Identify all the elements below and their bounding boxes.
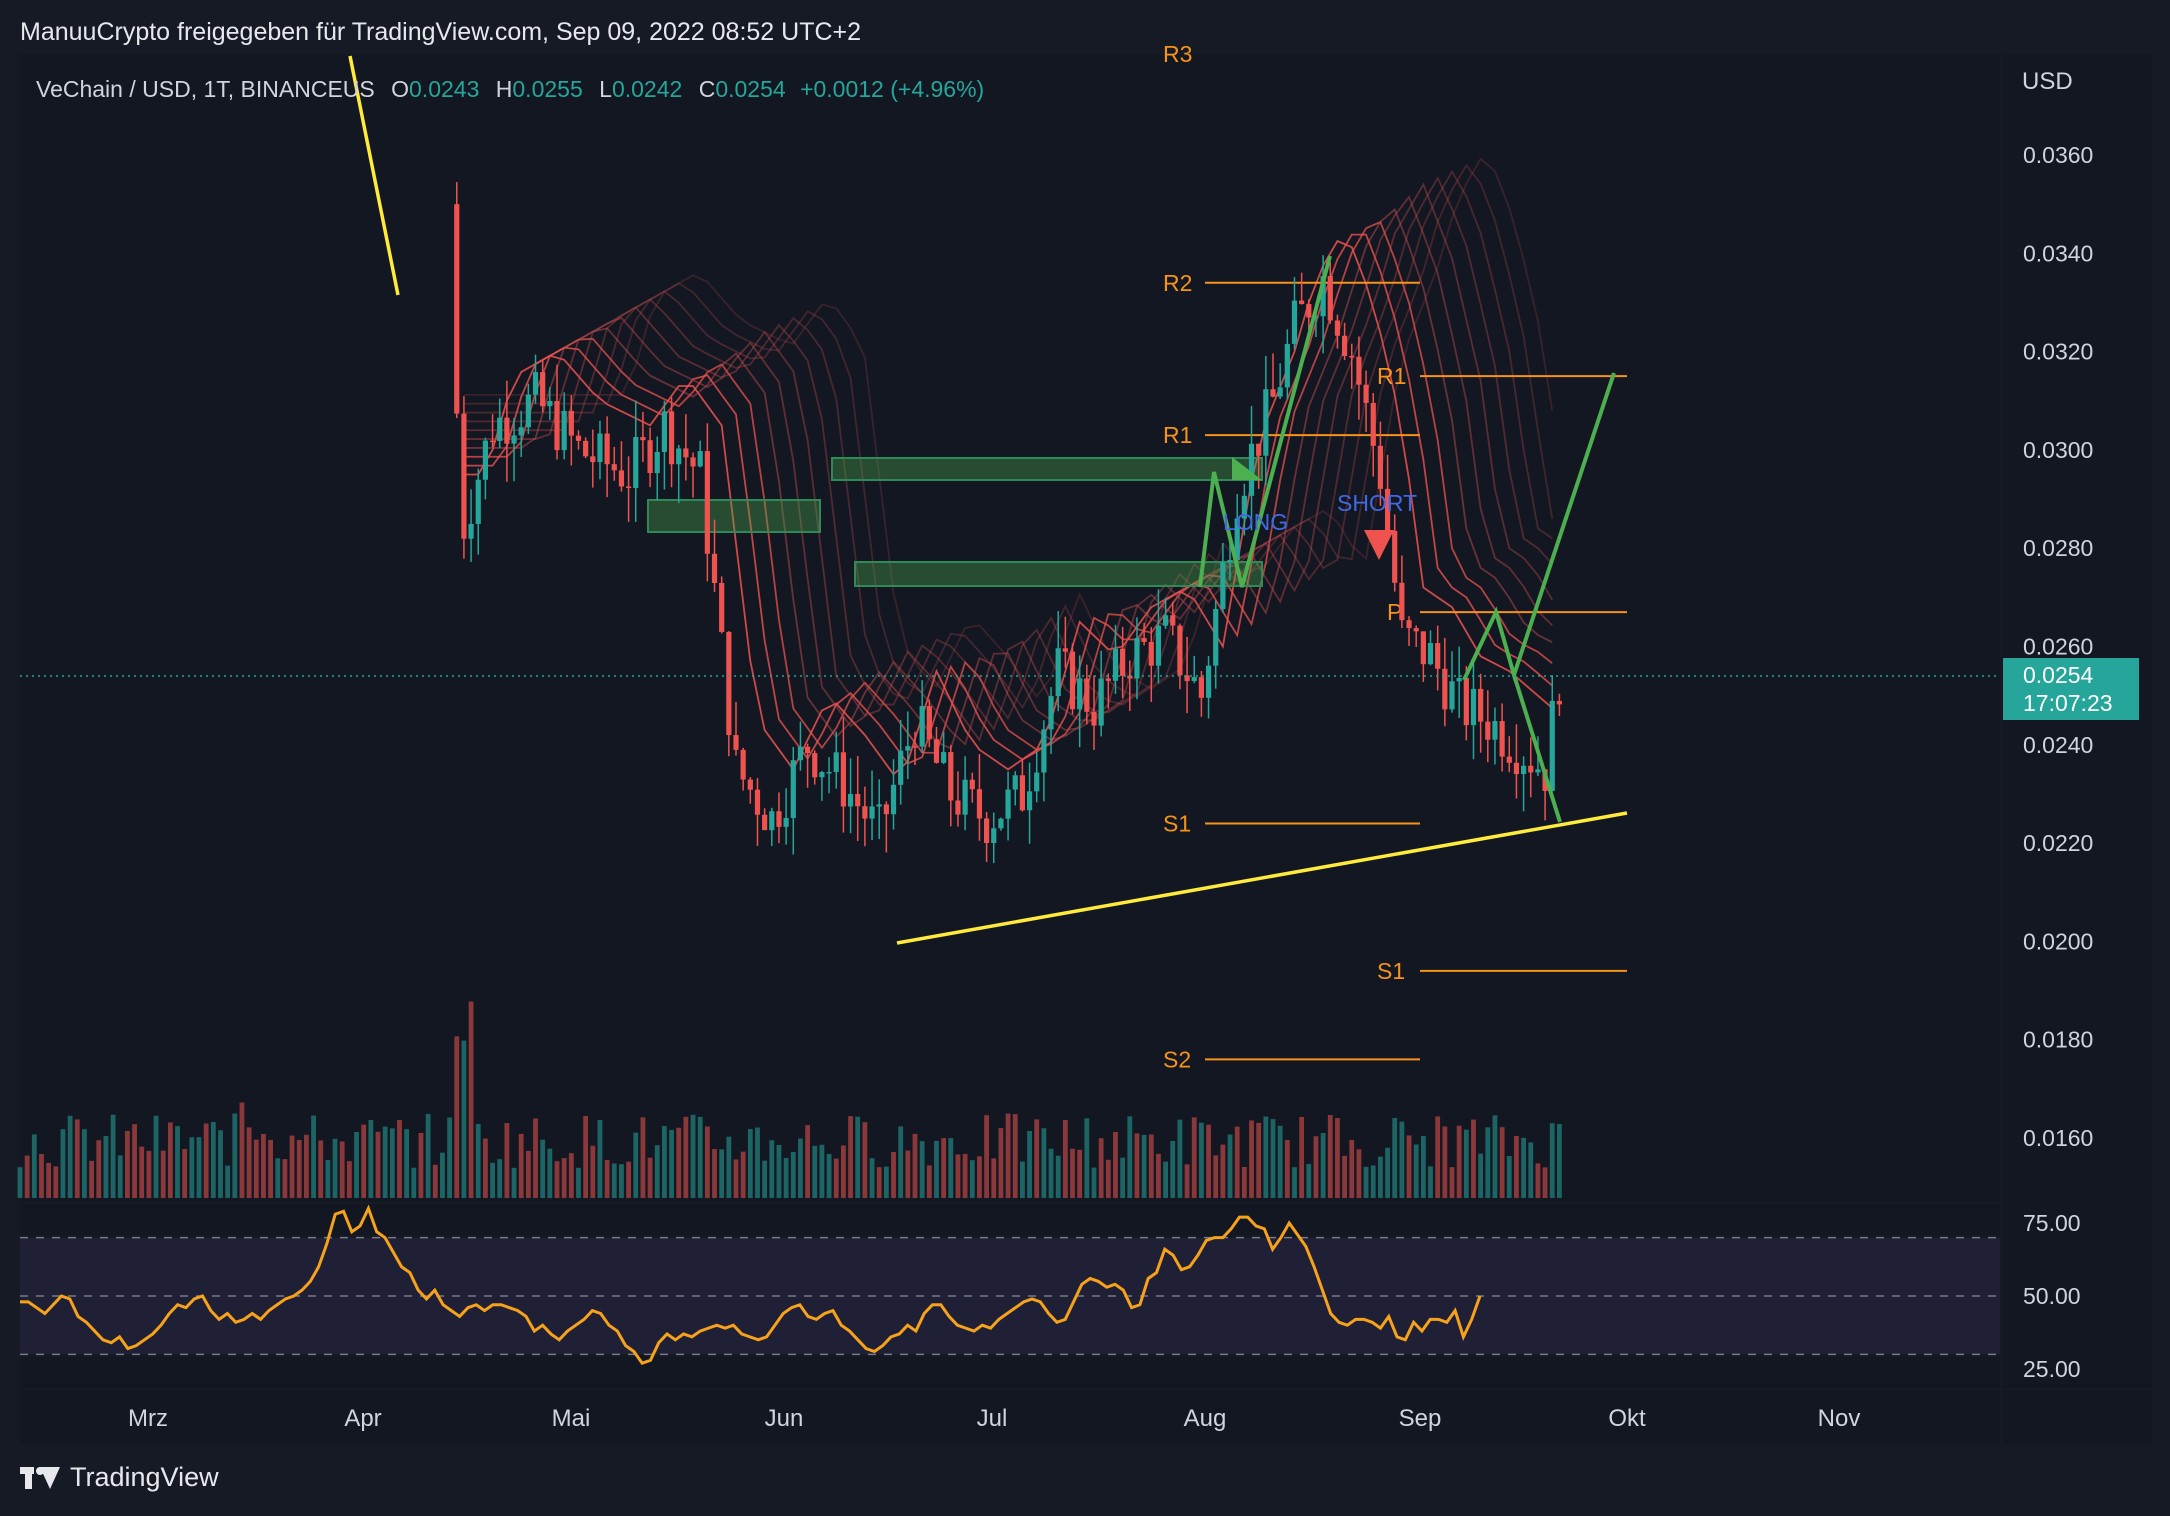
axis-corner xyxy=(2002,1390,2152,1444)
price-axis-currency: USD xyxy=(2022,68,2073,95)
chart-attribution: ManuuCrypto freigegeben für TradingView.… xyxy=(20,18,862,46)
rsi-pane[interactable] xyxy=(20,1204,2000,1388)
high-label: H xyxy=(495,76,513,102)
brand-name: TradingView xyxy=(70,1462,219,1492)
time-axis[interactable] xyxy=(20,1390,2000,1444)
price-axis[interactable]: USD xyxy=(2002,54,2152,1388)
footer-brand[interactable]: TradingView xyxy=(20,1462,219,1493)
low-label: L xyxy=(599,76,612,102)
price-pane[interactable] xyxy=(20,54,2000,1202)
close-value: 0.0254 xyxy=(715,76,786,102)
tradingview-logo-icon xyxy=(20,1466,60,1489)
low-value: 0.0242 xyxy=(611,76,683,102)
symbol-name: VeChain / USD, 1T, BINANCEUS xyxy=(36,76,375,102)
change-value: +0.0012 (+4.96%) xyxy=(800,76,985,102)
last-price-badge: 0.0254 17:07:23 xyxy=(2003,658,2139,720)
close-label: C xyxy=(698,76,716,102)
open-value: 0.0243 xyxy=(409,76,480,102)
high-value: 0.0255 xyxy=(512,76,583,102)
open-label: O xyxy=(391,76,410,102)
last-price-value: 0.0254 xyxy=(2023,662,2094,688)
symbol-legend: VeChain / USD, 1T, BINANCEUS O0.0243 H0.… xyxy=(36,76,984,103)
bar-countdown: 17:07:23 xyxy=(2023,690,2113,716)
